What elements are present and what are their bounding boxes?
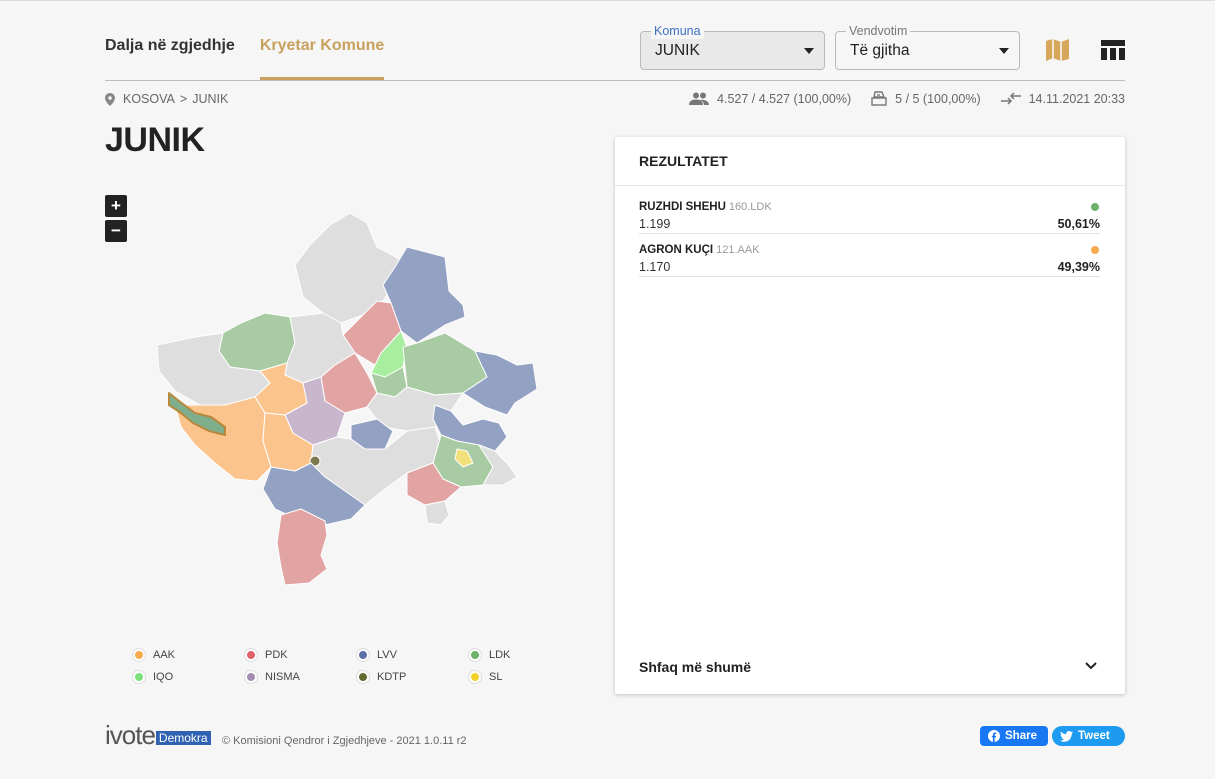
chevron-down-icon[interactable]	[1084, 661, 1098, 671]
map-region-kdtp[interactable]	[309, 455, 321, 467]
tab-turnout[interactable]: Dalja në zgjedhje	[105, 37, 235, 54]
breadcrumb: KOSOVA > JUNIK	[105, 92, 228, 106]
tab-mayor[interactable]: Kryetar Komune	[259, 36, 385, 80]
legend-item[interactable]: AAK	[133, 648, 245, 662]
map-region-pdk-south[interactable]	[276, 508, 328, 586]
copyright-text: © Komisioni Qendror i Zgjedhjeve - 2021 …	[222, 735, 467, 747]
twitter-bird-icon	[1060, 730, 1073, 742]
map-region-pdk-se[interactable]	[406, 462, 462, 506]
tweet-button[interactable]: Tweet	[1052, 726, 1125, 746]
candidate-votes: 1.170	[639, 260, 671, 274]
location-pin-icon	[105, 92, 115, 106]
header-divider	[105, 80, 1125, 81]
vendvotim-select-value: Të gjitha	[850, 42, 910, 59]
map-region-lvv-ne[interactable]	[382, 246, 466, 344]
legend-item[interactable]: SL	[469, 670, 553, 684]
komuna-select-label: Komuna	[651, 23, 704, 39]
ivote-logo: ivote Demokra	[105, 722, 211, 748]
party-color-dot	[1091, 203, 1099, 211]
candidate-party: 121.AAK	[716, 244, 760, 256]
map-region-lvv-south[interactable]	[262, 462, 366, 526]
legend-item[interactable]: KDTP	[357, 670, 469, 684]
candidate-party: 160.LDK	[728, 201, 772, 213]
updated-value: 14.11.2021 20:33	[1028, 91, 1125, 106]
legend-item[interactable]: LDK	[469, 648, 553, 662]
kosovo-map[interactable]	[145, 205, 565, 595]
map-region-south-tip[interactable]	[424, 500, 450, 526]
stations-value: 5 / 5 (100,00%)	[895, 91, 981, 106]
zoom-in-button[interactable]: +	[105, 195, 127, 217]
map-region-lvv-right[interactable]	[432, 404, 508, 452]
stats-bar: 4.527 / 4.527 (100,00%) 5 / 5 (100,00%) …	[669, 91, 1125, 106]
candidate-name: AGRON KUÇI 121.AAK	[639, 244, 760, 256]
map-region-east-tip[interactable]	[478, 444, 518, 486]
voters-stat: 4.527 / 4.527 (100,00%)	[689, 92, 851, 106]
vendvotim-select[interactable]: Vendvotim Të gjitha	[835, 23, 1020, 70]
facebook-icon	[988, 730, 1000, 742]
zoom-out-button[interactable]: −	[105, 220, 127, 242]
map-region-lvv-east[interactable]	[462, 350, 538, 416]
sync-arrows-icon	[1000, 92, 1021, 105]
show-more-button[interactable]: Shfaq më shumë	[639, 659, 752, 675]
vendvotim-select-label: Vendvotim	[846, 23, 911, 39]
chevron-down-icon	[999, 48, 1009, 54]
stations-stat: 5 / 5 (100,00%)	[871, 91, 981, 106]
voters-value: 4.527 / 4.527 (100,00%)	[717, 91, 852, 106]
komuna-select-value: JUNIK	[655, 42, 700, 59]
legend-item[interactable]: NISMA	[245, 670, 357, 684]
legend-item[interactable]: LVV	[357, 648, 469, 662]
candidate-row[interactable]: RUZHDI SHEHU 160.LDK 1.199 50,61%	[639, 201, 1100, 234]
komuna-select[interactable]: Komuna JUNIK	[640, 23, 825, 70]
breadcrumb-separator: >	[179, 92, 188, 106]
ballot-box-icon	[871, 91, 887, 106]
candidate-votes: 1.199	[639, 217, 671, 231]
map-region-sl[interactable]	[454, 448, 474, 468]
map-icon[interactable]	[1045, 38, 1071, 62]
candidate-name: RUZHDI SHEHU 160.LDK	[639, 201, 772, 213]
map-legend: AAK PDK LVV LDK IQO NISMA KDTP SL	[133, 648, 553, 684]
legend-item[interactable]: PDK	[245, 648, 357, 662]
results-card: REZULTATET RUZHDI SHEHU 160.LDK 1.199 50,…	[615, 137, 1125, 694]
updated-stat: 14.11.2021 20:33	[1000, 91, 1125, 106]
facebook-share-button[interactable]: Share	[980, 726, 1048, 746]
map-region-junik[interactable]	[168, 392, 226, 436]
map-region-ldk-nw[interactable]	[218, 312, 296, 372]
candidate-percent: 49,39%	[1057, 260, 1100, 274]
breadcrumb-current: JUNIK	[192, 92, 229, 106]
candidate-row[interactable]: AGRON KUÇI 121.AAK 1.170 49,39%	[639, 244, 1100, 277]
header-tabs: Dalja në zgjedhje Kryetar Komune	[105, 36, 385, 80]
breadcrumb-root[interactable]: KOSOVA	[123, 92, 175, 106]
top-border	[0, 0, 1215, 5]
chevron-down-icon	[804, 48, 814, 54]
legend-item[interactable]: IQO	[133, 670, 245, 684]
results-title: REZULTATET	[639, 153, 728, 169]
results-divider	[615, 185, 1125, 186]
people-icon	[689, 92, 710, 105]
table-icon[interactable]	[1100, 38, 1126, 62]
candidate-percent: 50,61%	[1057, 217, 1100, 231]
party-color-dot	[1091, 246, 1099, 254]
page-title: JUNIK	[105, 121, 205, 159]
